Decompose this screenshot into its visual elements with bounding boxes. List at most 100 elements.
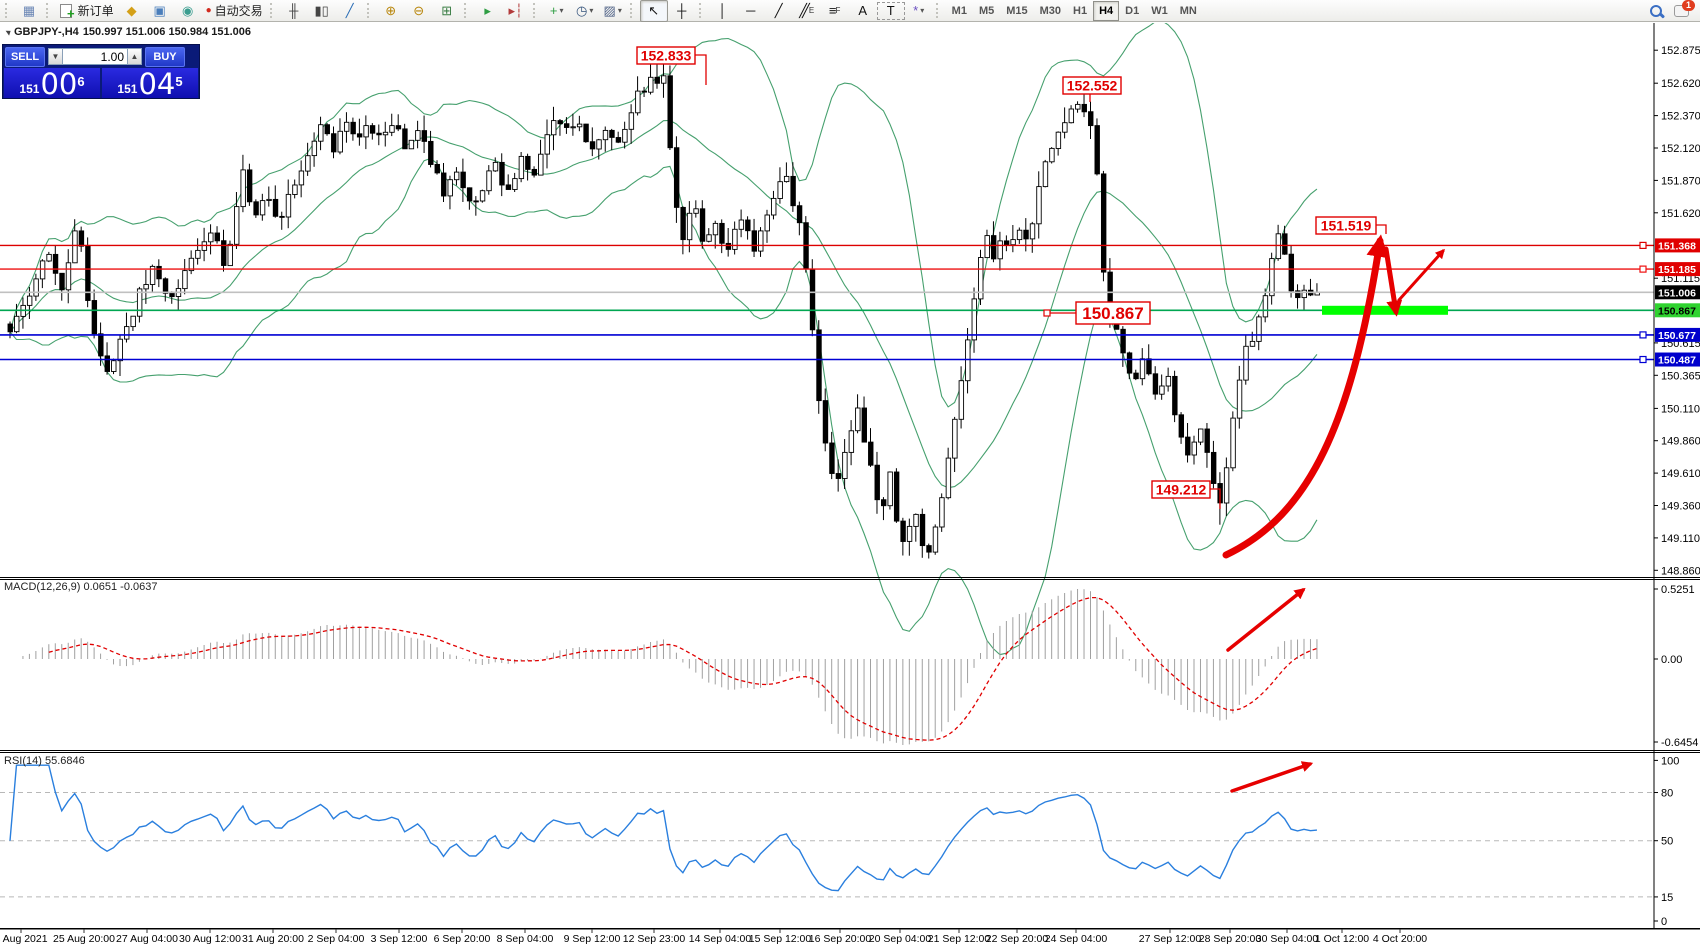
- buy-button[interactable]: BUY: [145, 46, 185, 67]
- indicators-icon[interactable]: + ▾: [543, 0, 571, 22]
- megaphone-icon[interactable]: ◆: [118, 0, 146, 22]
- periods-icon[interactable]: ◷ ▾: [571, 0, 599, 22]
- candlestick-chart-icon[interactable]: ▮▯: [308, 0, 336, 22]
- timeframe-M1[interactable]: M1: [951, 4, 967, 17]
- dropdown-arrow-icon[interactable]: ▾: [559, 5, 564, 15]
- search-icon[interactable]: [1648, 3, 1666, 19]
- svg-text:152.552: 152.552: [1067, 78, 1118, 94]
- chart-shift-icon[interactable]: ▸┆: [502, 0, 530, 22]
- sell-button[interactable]: SELL: [5, 46, 45, 67]
- svg-text:4 Aug 2021: 4 Aug 2021: [0, 933, 48, 945]
- svg-text:80: 80: [1661, 788, 1673, 800]
- svg-text:8 Sep 04:00: 8 Sep 04:00: [497, 933, 554, 945]
- svg-text:6 Sep 20:00: 6 Sep 20:00: [434, 933, 491, 945]
- svg-text:151.368: 151.368: [1658, 240, 1696, 252]
- cursor-icon[interactable]: ↖: [639, 0, 668, 22]
- text-label-icon: T: [886, 2, 895, 18]
- volume-input[interactable]: [63, 48, 127, 65]
- svg-text:151.115: 151.115: [1661, 273, 1700, 285]
- svg-text:152.120: 152.120: [1661, 143, 1700, 155]
- macd-pane: MACD(12,26,9) 0.0651 -0.0637 0.5251 0.00 -0…: [4, 581, 1698, 749]
- trend-arrows: [1222, 234, 1445, 793]
- svg-text:152.370: 152.370: [1661, 111, 1700, 123]
- crosshair-icon[interactable]: ┼: [668, 0, 696, 22]
- chart-shift-icon: ▸┆: [508, 2, 523, 18]
- timeframe-M15[interactable]: M15: [1006, 4, 1028, 17]
- svg-text:9 Sep 12:00: 9 Sep 12:00: [564, 933, 621, 945]
- notifications-icon[interactable]: 1: [1674, 0, 1695, 18]
- dropdown-arrow-icon[interactable]: ▾: [589, 5, 594, 15]
- new-order-button[interactable]: + 新订单: [56, 0, 118, 22]
- autotrade-button[interactable]: ● 自动交易: [205, 3, 263, 18]
- chart-window-icon[interactable]: ▦: [15, 0, 43, 22]
- line-chart-icon: ╱: [345, 2, 354, 18]
- sell-price-display[interactable]: 151 00 6: [4, 68, 100, 99]
- equidistant-channel-icon[interactable]: ╱╱ E: [793, 0, 821, 22]
- ohlc-bars-icon[interactable]: ╫: [280, 0, 308, 22]
- svg-text:149.610: 149.610: [1661, 468, 1700, 480]
- svg-text:30 Aug 12:00: 30 Aug 12:00: [179, 933, 241, 945]
- buy-price-display[interactable]: 151 04 5: [102, 68, 198, 99]
- pane-frames: [0, 23, 1700, 930]
- zoom-out-icon[interactable]: ⊖: [405, 0, 433, 22]
- timeframe-M5[interactable]: M5: [978, 4, 995, 17]
- svg-text:151.620: 151.620: [1661, 208, 1700, 220]
- zoom-in-icon[interactable]: ⊕: [377, 0, 405, 22]
- svg-text:-0.6454: -0.6454: [1661, 737, 1698, 749]
- templates-icon[interactable]: ▨ ▾: [599, 0, 627, 22]
- timeframe-M30[interactable]: M30: [1039, 4, 1062, 17]
- trendline-icon[interactable]: ╱: [765, 0, 793, 22]
- autoscroll-icon[interactable]: ▸: [474, 0, 502, 22]
- timeframe-H1[interactable]: H1: [1073, 4, 1088, 17]
- svg-text:15: 15: [1661, 892, 1673, 904]
- svg-text:25 Aug 20:00: 25 Aug 20:00: [53, 933, 115, 945]
- fibonacci-icon[interactable]: ≡ F: [821, 0, 849, 22]
- svg-text:149.860: 149.860: [1661, 436, 1700, 448]
- arrows-icon[interactable]: * ▾: [905, 0, 933, 22]
- dropdown-arrow-icon[interactable]: ▾: [617, 5, 622, 15]
- svg-text:0.00: 0.00: [1661, 654, 1682, 666]
- svg-text:152.620: 152.620: [1661, 78, 1700, 90]
- candlesticks: [7, 55, 1320, 559]
- tile-windows-icon[interactable]: ⊞: [433, 0, 461, 22]
- zoom-in-icon: ⊕: [385, 2, 397, 18]
- toolbar-grip: [532, 3, 539, 18]
- market-watch-icon[interactable]: ▣: [146, 0, 174, 22]
- autoscroll-icon: ▸: [484, 2, 491, 18]
- chart-ohlc-values: 150.997 151.006 150.984 151.006: [82, 26, 252, 38]
- timeframe-H4[interactable]: H4: [1093, 0, 1120, 21]
- timeframe-MN[interactable]: MN: [1179, 4, 1197, 17]
- fibonacci-icon: ≡: [828, 2, 837, 18]
- svg-text:149.212: 149.212: [1156, 482, 1207, 498]
- crosshair-icon: ┼: [677, 2, 687, 18]
- svg-text:20 Sep 04:00: 20 Sep 04:00: [869, 933, 932, 945]
- horizontal-line-icon[interactable]: ─: [737, 0, 765, 22]
- svg-text:150.867: 150.867: [1658, 305, 1696, 317]
- svg-text:4 Oct 20:00: 4 Oct 20:00: [1373, 933, 1427, 945]
- timeframe-W1[interactable]: W1: [1151, 4, 1168, 17]
- timeframe-D1[interactable]: D1: [1125, 4, 1140, 17]
- svg-text:RSI(14) 55.6846: RSI(14) 55.6846: [4, 755, 85, 767]
- dropdown-arrow-icon[interactable]: ▾: [920, 5, 925, 15]
- toolbar-grip: [46, 3, 52, 18]
- chart-title: GBPJPY-,H4 150.997 151.006 150.984 151.00…: [5, 26, 255, 38]
- chart-canvas[interactable]: 152.833 152.552 151.519 150.867 149.212 MACD(…: [0, 23, 1700, 946]
- volume-up-button[interactable]: ▲: [127, 48, 142, 65]
- vertical-line-icon[interactable]: │: [709, 0, 737, 22]
- svg-text:24 Sep 04:00: 24 Sep 04:00: [1045, 933, 1108, 945]
- svg-text:150.677: 150.677: [1658, 330, 1696, 342]
- market-watch-icon: ▣: [153, 2, 166, 18]
- svg-text:31 Aug 20:00: 31 Aug 20:00: [242, 933, 304, 945]
- signals-icon[interactable]: ◉: [174, 0, 202, 22]
- zoom-out-icon: ⊖: [413, 2, 425, 18]
- svg-text:50: 50: [1661, 836, 1673, 848]
- svg-text:152.875: 152.875: [1661, 45, 1700, 57]
- cursor-icon: ↖: [648, 2, 660, 18]
- text-label-icon[interactable]: T: [876, 1, 905, 20]
- volume-down-button[interactable]: ▼: [48, 48, 63, 65]
- svg-text:150.110: 150.110: [1661, 403, 1700, 415]
- svg-text:MACD(12,26,9) 0.0651 -0.0637: MACD(12,26,9) 0.0651 -0.0637: [4, 581, 157, 593]
- line-chart-icon[interactable]: ╱: [336, 0, 364, 22]
- text-icon[interactable]: A: [849, 0, 877, 22]
